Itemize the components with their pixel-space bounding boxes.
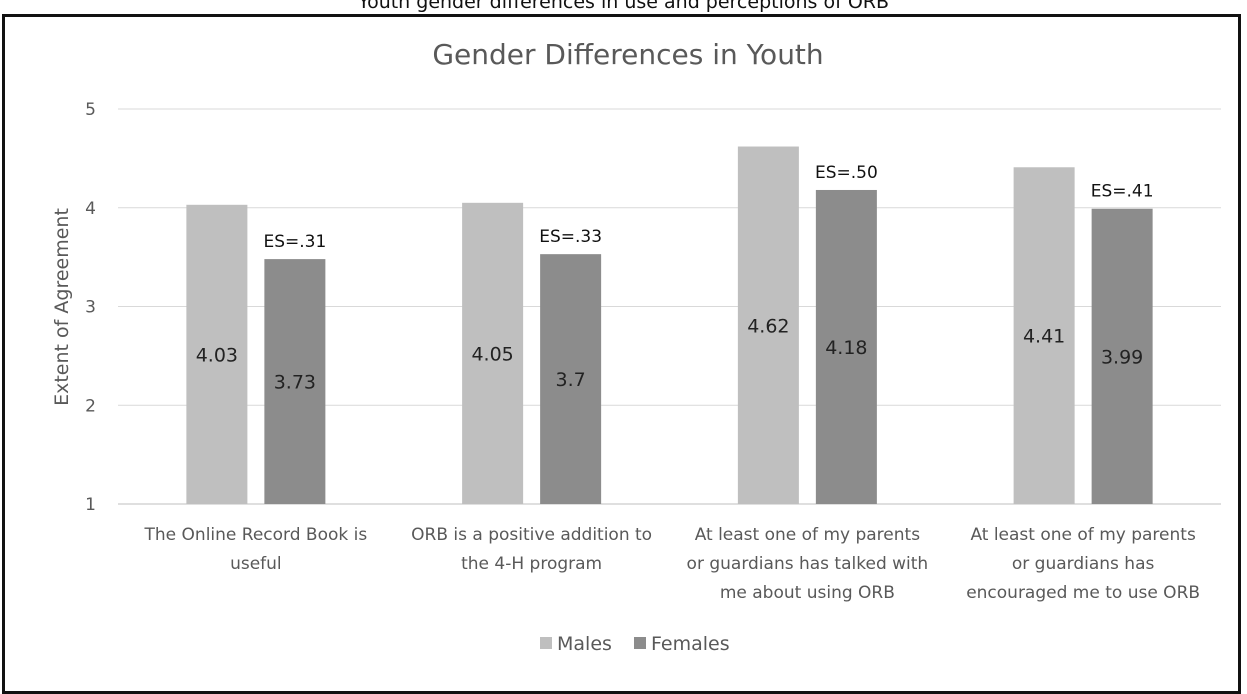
x-category-label: At least one of my parents (695, 525, 921, 545)
data-label: 4.05 (471, 343, 513, 365)
effect-size-label: ES=.50 (815, 163, 878, 183)
data-label: 4.03 (196, 344, 238, 366)
legend-entry: Females (651, 633, 730, 655)
bar-males (186, 204, 248, 504)
legend-entry: Males (557, 633, 612, 655)
x-category-label: the 4-H program (461, 554, 602, 574)
y-tick-label: 4 (85, 199, 96, 219)
data-label: 3.99 (1101, 346, 1143, 368)
x-category-label: ORB is a positive addition to (411, 525, 652, 545)
data-label: 4.62 (747, 315, 789, 337)
figure-caption: Youth gender differences in use and perc… (357, 0, 890, 13)
effect-size-label: ES=.41 (1091, 182, 1154, 202)
data-label: 3.7 (556, 369, 586, 391)
y-tick-label: 2 (85, 396, 96, 416)
effect-size-label: ES=.33 (539, 227, 602, 247)
data-label: 3.73 (274, 372, 316, 394)
bar-males (1013, 167, 1075, 504)
x-category-label: encouraged me to use ORB (966, 583, 1200, 603)
x-category-label: or guardians has talked with (687, 554, 929, 574)
data-label: 4.41 (1023, 326, 1065, 348)
bar-females (264, 259, 326, 504)
bar-males (462, 202, 524, 504)
bar-females (540, 254, 602, 504)
x-category-label: The Online Record Book is (144, 525, 368, 545)
bar-males (737, 146, 799, 504)
y-axis-label: Extent of Agreement (51, 208, 73, 406)
legend-swatch (540, 637, 552, 649)
y-tick-label: 5 (85, 100, 96, 120)
x-category-label: useful (230, 554, 282, 574)
effect-size-label: ES=.31 (263, 232, 326, 252)
y-tick-label: 3 (85, 298, 96, 318)
x-category-label: or guardians has (1012, 554, 1155, 574)
x-category-label: At least one of my parents (970, 525, 1196, 545)
bar-females (1091, 208, 1153, 505)
chart-title: Gender Differences in Youth (432, 38, 823, 71)
y-tick-label: 1 (85, 495, 96, 515)
legend-swatch (634, 637, 646, 649)
bar-females (815, 189, 877, 504)
bar-chart: Gender Differences in Youth Extent of Ag… (51, 38, 1221, 655)
data-label: 4.18 (825, 337, 867, 359)
x-category-label: me about using ORB (720, 583, 895, 603)
